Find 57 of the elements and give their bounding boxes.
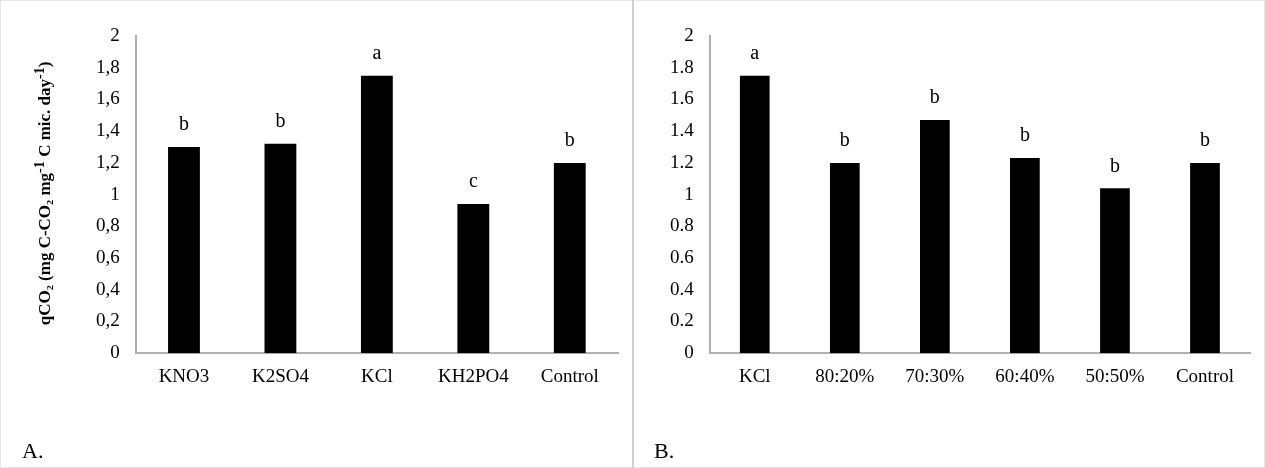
- bar: [264, 143, 297, 354]
- bar: [168, 147, 200, 354]
- y-tick-label: 1,8: [96, 55, 120, 77]
- y-tick-label: 1.2: [670, 150, 694, 172]
- y-tick-label: 0.6: [670, 246, 694, 268]
- annotation: c: [468, 169, 478, 192]
- y-tick-label: 2: [110, 23, 120, 45]
- bar: [553, 162, 586, 354]
- x-tick-label: Control: [540, 364, 599, 386]
- bar: [1190, 162, 1220, 354]
- annotation: b: [1019, 123, 1030, 146]
- annotation: b: [564, 128, 575, 151]
- y-tick-label: 0: [684, 341, 694, 363]
- x-tick-label: 50:50%: [1085, 364, 1145, 386]
- y-tick-label: 0.4: [670, 277, 695, 299]
- annotation: b: [929, 85, 940, 108]
- y-tick-label: 1.4: [670, 119, 695, 141]
- y-tick-label: 0.2: [670, 309, 694, 331]
- y-tick-label: 1: [684, 182, 694, 204]
- bar: [360, 75, 393, 354]
- bar: [920, 120, 950, 354]
- y-tick-label: 1,2: [96, 150, 120, 172]
- y-tick-label: 2: [684, 23, 694, 45]
- y-tick-label: 1: [110, 182, 120, 204]
- x-tick-label: KCl: [361, 364, 393, 386]
- x-tick-label: KCl: [738, 364, 771, 386]
- x-tick-label: K2SO4: [251, 364, 310, 386]
- annotation: a: [372, 40, 382, 63]
- text: A.: [22, 438, 44, 464]
- y-tick-label: 1,4: [96, 119, 121, 141]
- bar: [739, 75, 770, 354]
- y-tick-label: 1.6: [670, 87, 694, 109]
- annotation: b: [275, 109, 286, 132]
- y-tick-label: 1,6: [96, 87, 120, 109]
- annotation: b: [1199, 128, 1210, 151]
- x-tick-label: 70:30%: [905, 364, 965, 386]
- x-tick-label: KNO3: [158, 364, 210, 386]
- bar: [829, 162, 860, 354]
- y-tick-label: 0,8: [96, 214, 120, 236]
- y-tick-label: 0,4: [96, 277, 121, 299]
- y-tick-label: 1.8: [670, 55, 694, 77]
- text: B.: [654, 438, 675, 464]
- y-tick-label: 0.8: [670, 214, 694, 236]
- annotation: b: [1109, 153, 1120, 176]
- x-tick-label: KH2PO4: [437, 364, 510, 386]
- annotation: a: [750, 40, 760, 63]
- annotation: b: [178, 112, 189, 135]
- bar: [1010, 158, 1040, 354]
- y-tick-label: 0,2: [96, 309, 120, 331]
- bar: [1100, 188, 1130, 354]
- annotation: b: [839, 128, 850, 151]
- bar: [457, 204, 490, 354]
- x-tick-label: 60:40%: [995, 364, 1055, 386]
- y-tick-label: 0,6: [96, 246, 120, 268]
- y-tick-label: 0: [110, 341, 120, 363]
- x-tick-label: Control: [1175, 364, 1235, 386]
- x-tick-label: 80:20%: [815, 364, 875, 386]
